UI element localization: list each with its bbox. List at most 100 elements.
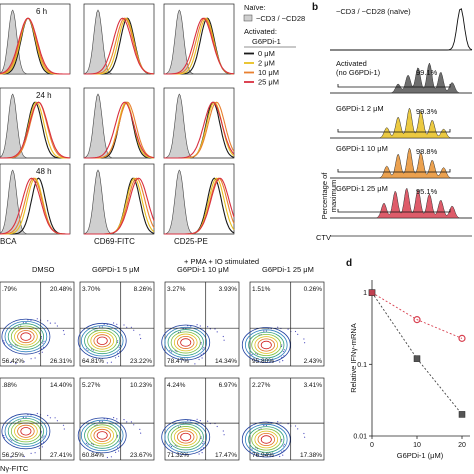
event-dot	[41, 351, 43, 353]
event-dot	[200, 436, 202, 438]
quadrant-percent: 10.23%	[130, 382, 152, 389]
event-dot	[56, 325, 59, 327]
event-dot	[10, 456, 12, 458]
event-dot	[106, 456, 108, 459]
x-tick-label: 0	[370, 442, 374, 449]
contour-ring	[167, 329, 204, 356]
event-dot	[263, 330, 265, 332]
activated-histogram-3	[0, 101, 71, 159]
contour-ring	[244, 329, 288, 361]
event-dot	[133, 424, 135, 426]
flow-plot: .79% 20.48% 56.42% 26.31%	[0, 281, 75, 367]
quadrant-percent: 26.31%	[50, 358, 72, 365]
event-dot	[282, 454, 284, 456]
event-dot	[169, 444, 171, 446]
event-dot	[99, 326, 101, 328]
contour-ring	[20, 427, 32, 436]
event-dot	[199, 420, 201, 422]
contour-ring	[260, 340, 272, 350]
event-dot	[203, 441, 205, 443]
contour-ring	[93, 334, 111, 348]
row-label: (no G6PDi-1)	[336, 68, 381, 77]
event-dot	[282, 350, 284, 353]
x-axis-label: CD25-PE	[174, 237, 208, 246]
event-dot	[140, 432, 142, 434]
event-dot	[170, 351, 173, 353]
event-dot	[196, 418, 198, 420]
event-dot	[27, 414, 29, 416]
event-dot	[36, 412, 38, 415]
naive-histogram	[83, 93, 154, 159]
flow-plot: 5.27% 10.23% 60.84% 23.67%	[77, 377, 155, 461]
event-dot	[130, 421, 132, 423]
event-dot	[287, 328, 289, 330]
flow-plot: .88% 14.40% 56.25% 27.41%	[0, 377, 75, 461]
series-line	[371, 292, 463, 415]
event-dot	[200, 341, 202, 344]
event-dot	[36, 318, 38, 320]
event-dot	[196, 324, 198, 326]
event-dot	[123, 324, 125, 326]
contour-ring	[96, 336, 108, 345]
x-axis-label: G6PDi-1 (μM)	[397, 451, 444, 460]
event-dot	[87, 444, 89, 446]
event-dot	[87, 349, 89, 351]
event-dot	[117, 447, 119, 449]
series-line	[371, 292, 463, 339]
contour-ring	[251, 333, 282, 356]
histogram-panel	[163, 87, 235, 159]
flow-plot: 2.27% 3.41% 76.94% 17.38%	[241, 377, 325, 461]
quadrant-percent: .79%	[2, 286, 17, 293]
event-dot	[194, 363, 196, 365]
legend-activated-title: Activated:	[244, 27, 277, 36]
contour-ring	[87, 424, 118, 447]
naive-histogram	[83, 169, 154, 235]
y-tick-label: 1	[363, 290, 367, 297]
quadrant-percent: 3.70%	[82, 286, 101, 293]
histogram-panel: 6 h	[0, 3, 71, 75]
event-dot	[140, 337, 142, 340]
event-dot	[297, 333, 299, 335]
contour-ring	[177, 430, 195, 444]
event-dot	[282, 445, 284, 447]
event-dot	[11, 345, 13, 347]
contour-ring	[17, 330, 35, 344]
activated-histogram-3	[164, 17, 235, 75]
event-dot	[116, 418, 118, 420]
stimulation-label: + PMA + IO stimulated	[184, 257, 259, 266]
event-dot	[3, 435, 5, 437]
contour-ring	[161, 419, 211, 455]
plot-frame	[0, 377, 75, 461]
y-tick-label: 0.1	[357, 362, 367, 369]
panel-b: b −CD3 / −CD28 (naïve) Activated(no G6PDi-…	[312, 2, 473, 242]
quadrant-percent: 8.26%	[134, 286, 153, 293]
event-dot	[277, 421, 279, 423]
legend-item: 25 μM	[258, 78, 279, 87]
event-dot	[117, 340, 119, 342]
event-dot	[85, 442, 87, 444]
quadrant-percent: 3.41%	[304, 382, 323, 389]
gate-bracket	[337, 129, 451, 133]
flow-plot: 3.70% 8.26% 64.81% 23.22%	[77, 281, 155, 367]
contour-ring	[7, 323, 45, 350]
data-point	[413, 355, 421, 362]
legend-item: 10 μM	[258, 68, 279, 77]
event-dot	[281, 438, 283, 441]
event-dot	[294, 425, 297, 427]
event-dot	[101, 420, 103, 422]
event-dot	[283, 355, 285, 357]
event-dot	[190, 325, 192, 327]
column-header: G6PDi-1 10 μM	[177, 265, 229, 274]
event-dot	[123, 419, 125, 421]
contour-ring	[170, 331, 201, 354]
contour-ring	[20, 332, 32, 341]
event-dot	[22, 322, 24, 324]
histogram-panel	[163, 163, 235, 235]
event-dot	[9, 344, 11, 346]
quadrant-percent: 76.94%	[252, 452, 274, 459]
plot-frame	[249, 377, 325, 461]
contour-ring	[254, 430, 279, 449]
event-dot	[303, 338, 305, 340]
event-dot	[265, 424, 267, 427]
x-tick-label: 20	[458, 442, 466, 449]
